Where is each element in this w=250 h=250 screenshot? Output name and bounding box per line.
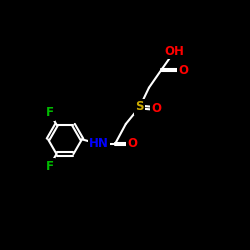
Text: O: O bbox=[178, 64, 188, 76]
Text: O: O bbox=[127, 138, 137, 150]
Text: F: F bbox=[46, 106, 54, 119]
Text: HN: HN bbox=[89, 138, 109, 150]
Text: F: F bbox=[46, 160, 54, 172]
Text: S: S bbox=[136, 100, 144, 114]
Text: OH: OH bbox=[164, 45, 184, 58]
Text: O: O bbox=[152, 102, 162, 115]
